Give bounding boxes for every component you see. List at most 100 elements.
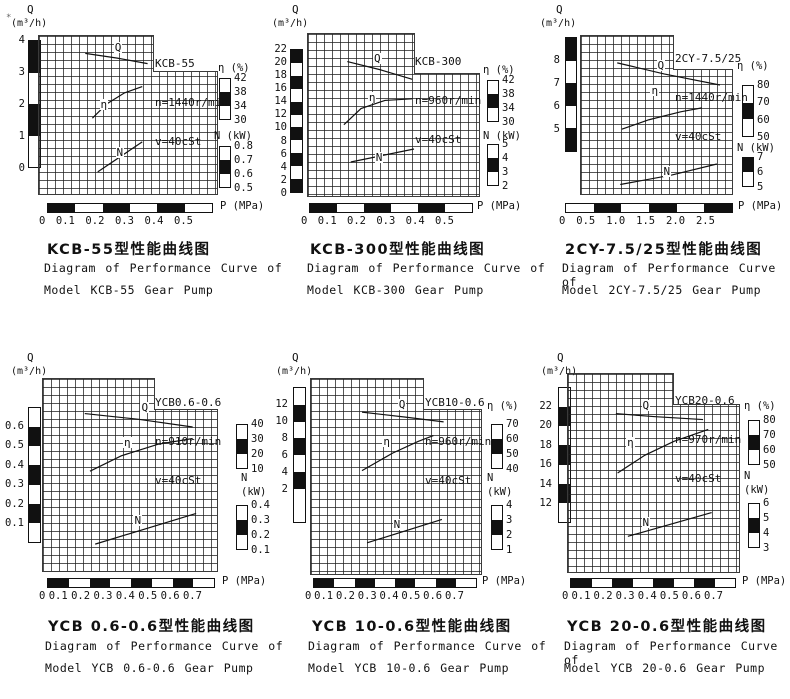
performance-curves [308, 34, 479, 196]
p-tick: 0.7 [704, 590, 723, 602]
curve-path [362, 436, 433, 471]
bar-segment-white [294, 421, 305, 439]
n-ticks: 4 3 2 1 [506, 499, 524, 557]
plot-grid: Q η N [310, 378, 482, 575]
bar-segment-black [566, 128, 576, 151]
caption-en-line2: Model YCB 10-0.6 Gear Pump [308, 661, 510, 675]
bar-segment-black [291, 50, 302, 63]
bar-segment-black [220, 92, 230, 106]
caption-en-line2: Model 2CY-7.5/25 Gear Pump [562, 283, 762, 297]
eta-ticks: 70 60 50 40 [506, 418, 528, 476]
curve-path [616, 414, 703, 420]
q-axis-symbol: Q [292, 351, 299, 364]
p-tick: 0.6 [681, 590, 701, 602]
curve-path [351, 149, 414, 162]
n-tick: 0.5 [234, 182, 253, 194]
bar-segment-white [220, 147, 230, 161]
q-axis-unit: (m³/h) [272, 18, 309, 29]
caption-en-line1: Diagram of Performance Curve of [44, 261, 283, 275]
eta-axis-label: η (%) [483, 64, 515, 76]
n-tick: 5 [763, 512, 770, 524]
bar-segment-white [566, 60, 576, 84]
pump-speed: n=1440r/min [675, 91, 748, 104]
eta-tick: 34 [234, 100, 247, 112]
caption-en-line1: Diagram of Performance Curve of [562, 261, 776, 289]
bar-segment-white [492, 425, 502, 440]
eta-ticks: 80 70 60 50 [757, 79, 779, 144]
n-tick: 5 [502, 138, 509, 150]
curve-label-q: Q [397, 397, 407, 411]
p-tick: 0.3 [114, 215, 134, 227]
eta-tick: 38 [234, 86, 247, 98]
pump-viscosity: v=40cSt [675, 130, 722, 143]
caption-zh: YCB 20-0.6型性能曲线图 [567, 619, 767, 635]
curve-path [85, 414, 193, 427]
eta-tick: 50 [757, 130, 770, 143]
bar-segment-black [237, 439, 247, 454]
p-axis-label: P (MPa) [482, 575, 527, 587]
n-tick: 4 [506, 499, 513, 511]
bar-segment-white [29, 522, 40, 542]
eta-axis-label: η (%) [487, 400, 519, 412]
curve-label-n: N [115, 145, 125, 159]
p-axis-label: P (MPa) [477, 200, 522, 212]
curve-label-n: N [641, 515, 651, 529]
bar-segment-white [291, 114, 302, 128]
bar-segment-white [29, 446, 40, 466]
eta-axis-label: η (%) [737, 60, 769, 72]
n-axis-label: N (kW) [737, 141, 775, 155]
bar-segment-white [488, 81, 498, 95]
eta-tick: 42 [234, 72, 247, 84]
bar-segment-white [632, 579, 653, 587]
n-tick: 0.2 [251, 529, 270, 541]
bar-segment-white [184, 204, 212, 212]
p-axis-ticks: 0 0.5 1.0 1.5 2.0 2.5 [559, 215, 715, 227]
caption-en-line1: Diagram of Performance Curve of [308, 639, 547, 653]
eta-tick: 60 [757, 113, 770, 126]
pump-model: KCB-300 [415, 55, 462, 68]
bar-segment-white [220, 173, 230, 187]
bar-segment-black [653, 579, 674, 587]
p-axis-ticks: 0 0.1 0.2 0.3 0.4 0.5 0.6 0.7 [39, 590, 202, 602]
n-tick: 3 [506, 514, 513, 526]
q-scale-bar [28, 407, 41, 543]
eta-ticks: 42 38 34 30 [502, 74, 524, 129]
p-axis-label: P (MPa) [222, 575, 267, 587]
eta-tick: 30 [502, 116, 515, 128]
q-tick: 22 [274, 43, 287, 55]
eta-tick: 42 [502, 74, 515, 86]
pump-info: YCB20-0.6 n=970r/min v=40cSt [675, 368, 741, 511]
p-tick: 0.4 [144, 215, 164, 227]
p-tick: 0.1 [314, 590, 334, 602]
bar-segment-white [749, 449, 759, 464]
p-axis-ticks: 0 0.1 0.2 0.3 0.4 0.5 [39, 215, 193, 227]
bar-segment-white [749, 504, 759, 519]
q-tick: 2 [280, 173, 287, 186]
p-tick: 0 [562, 590, 569, 602]
n-scale-bar [487, 144, 499, 186]
pump-speed: n=1440r/min [155, 96, 228, 109]
grid-notch [423, 378, 482, 410]
bar-segment-white [374, 579, 395, 587]
bar-segment-black [48, 579, 69, 587]
n-axis-label-line: N (kW) [214, 130, 252, 142]
q-tick: 0.3 [5, 478, 24, 491]
eta-tick: 34 [502, 102, 515, 114]
curve-label-eta: η [650, 83, 660, 97]
curve-label-eta: η [382, 434, 392, 448]
n-tick: 1 [506, 544, 513, 556]
eta-tick: 60 [763, 444, 776, 456]
curve-path [85, 53, 147, 63]
p-tick: 0.4 [405, 215, 425, 227]
bar-segment-white [749, 421, 759, 436]
pump-viscosity: v=40cSt [155, 135, 202, 148]
p-tick: 0.2 [593, 590, 613, 602]
performance-curves [39, 36, 217, 194]
p-axis-ticks: 0 0.1 0.2 0.3 0.4 0.5 [301, 215, 454, 227]
bar-segment-black [354, 579, 375, 587]
eta-tick: 60 [506, 433, 519, 445]
bar-segment-white [237, 506, 247, 521]
curve-label-q: Q [372, 52, 382, 66]
